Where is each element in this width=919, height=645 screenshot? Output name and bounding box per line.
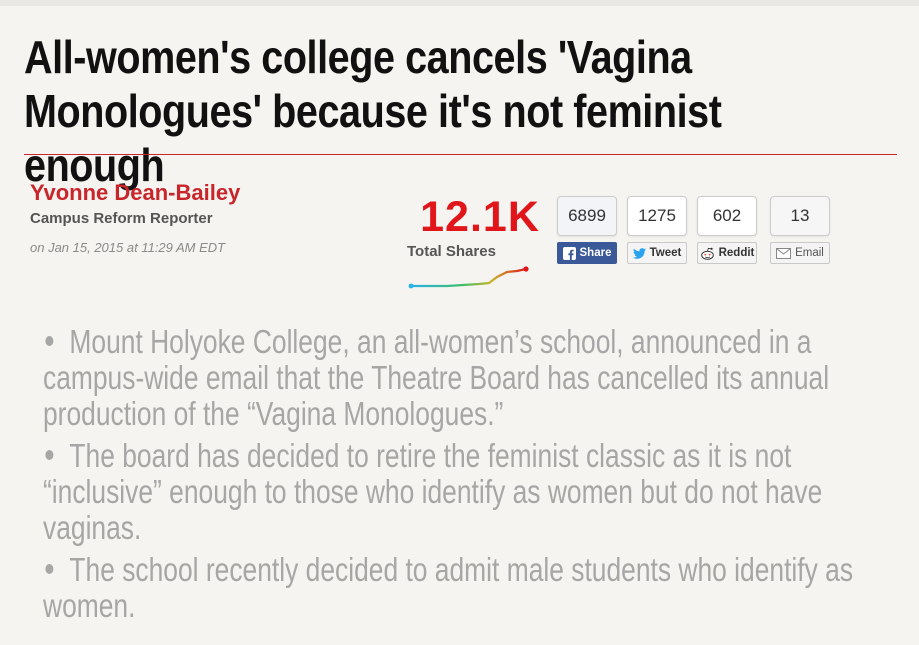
top-border [0,0,919,6]
reddit-share-label: Reddit [718,247,755,259]
key-point-text: The board has decided to retire the femi… [43,437,823,546]
publish-date: on Jan 15, 2015 at 11:29 AM EDT [30,240,226,255]
sparkline-start-dot [408,283,414,289]
author-title: Campus Reform Reporter [30,210,213,227]
headline-divider [24,154,897,155]
shares-trend-sparkline [408,266,529,289]
total-shares-count: 12.1K [420,193,540,241]
email-share-button[interactable]: Email [770,242,830,264]
reddit-share-button[interactable]: Reddit [697,242,757,264]
facebook-icon [562,246,576,260]
facebook-share-label: Share [579,247,612,259]
facebook-share: 6899 Share [557,196,617,264]
twitter-icon [632,247,646,259]
facebook-share-button[interactable]: Share [557,242,617,264]
facebook-share-count: 6899 [557,196,617,236]
twitter-share-button[interactable]: Tweet [627,242,687,264]
byline: Yvonne Dean-Bailey Campus Reform Reporte… [30,178,240,255]
key-point-text: The school recently decided to admit mal… [43,551,854,624]
email-share-count: 13 [770,196,830,236]
twitter-share-label: Tweet [649,247,682,259]
key-point-text: Mount Holyoke College, an all-women’s sc… [43,323,830,432]
key-points-list: Mount Holyoke College, an all-women’s sc… [43,324,903,630]
sparkline-end-dot [523,266,529,272]
email-share: 13 Email [770,196,830,264]
email-share-label: Email [795,247,824,259]
reddit-share: 602 Reddit [697,196,757,264]
key-point-item: Mount Holyoke College, an all-women’s sc… [43,324,899,432]
bullet-icon [45,336,54,347]
bullet-icon [45,564,54,575]
bullet-icon [45,450,54,461]
envelope-icon [776,247,792,259]
article-headline: All-women's college cancels 'Vagina Mono… [24,31,722,191]
total-shares: 12.1K Total Shares [405,193,555,260]
twitter-share-count: 1275 [627,196,687,236]
reddit-share-count: 602 [697,196,757,236]
total-shares-label: Total Shares [407,243,496,260]
author-name-link[interactable]: Yvonne Dean-Bailey [30,180,241,205]
reddit-icon [700,247,715,260]
key-point-item: The school recently decided to admit mal… [43,552,899,624]
key-point-item: The board has decided to retire the femi… [43,438,899,546]
twitter-share: 1275 Tweet [627,196,687,264]
